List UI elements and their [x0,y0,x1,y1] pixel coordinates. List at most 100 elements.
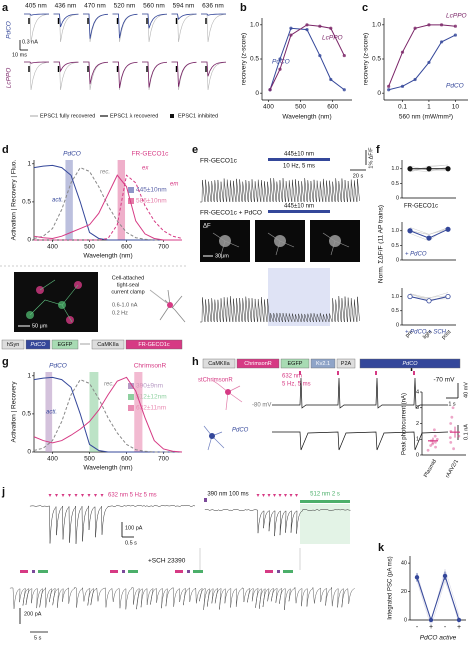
y-axis-label: recovery (z-score) [241,33,248,85]
x-tick-label: + [429,624,433,631]
stim-marker [375,371,377,375]
scale-label: 1 s [448,401,456,407]
cell-point [449,441,453,444]
stim-bar [268,158,330,161]
mean-point [407,293,413,300]
stim-marker [262,494,265,497]
stim-bar [300,500,350,503]
stim-marker [337,371,339,375]
stim-bar [283,570,293,573]
data-point [427,23,431,27]
x-tick-label: 400 [263,104,274,111]
stim-bar [20,570,28,573]
scale-label: 0.1 nA [463,424,469,440]
epsc-full [112,61,138,91]
scale-label: 40 mV [463,382,469,398]
band-label: 390±9nm [136,383,163,390]
series-label: LcPPO [322,35,343,42]
stim-marker [299,371,301,375]
epsc-recovered [201,61,227,77]
stim-marker [413,371,415,375]
stim-marker [68,494,71,497]
stim-marker [284,494,287,497]
data-point [439,40,444,44]
data-point [305,23,309,27]
panel-letter: f [376,144,380,156]
curve [388,24,456,87]
stim-marker [74,494,78,497]
mean-point [428,617,434,623]
scale-label: 1% ΔF/F [368,147,374,169]
construct-label: Kv2.1 [316,361,330,367]
band-swatch [128,405,134,411]
data-point [413,77,417,82]
recording-text: current clamp [111,289,144,295]
row-label: LcPPO [6,68,13,89]
cell-point [449,422,453,425]
stim-label: 512 nm 2 s [310,492,340,498]
series-label: rec. [104,382,114,388]
data-point [400,50,405,54]
y-axis-label: recovery (z-score) [363,33,370,85]
construct-box [125,339,183,350]
epsc-full [24,13,50,43]
stim-bar [268,210,330,213]
band-label: 445±10nm [136,187,167,194]
y-tick-label: 20 [401,589,407,595]
wavelength-header: 436 nm [55,3,77,10]
stim-marker [295,494,298,497]
title: ChrimsonR [134,363,167,370]
fluorescence-trace [200,296,360,323]
y-tick-label: 1.0 [372,22,381,29]
stim-marker [267,494,271,497]
scale-label: 0.3 nA [22,39,38,45]
cell-point [426,448,430,452]
pipette [149,289,168,304]
panel-letter: d [2,144,9,156]
stim-marker [87,494,91,497]
panel-letter: k [378,542,385,554]
y-axis-label: Activation | Recovery [11,381,18,443]
epsc-recovered [112,13,138,39]
mean-point [407,228,413,234]
panel-letter: e [192,144,198,156]
y-tick-label: 0.5 [391,243,399,249]
y-axis-label: Integrated PSC (pA ms) [388,556,394,619]
mean-point [456,617,462,623]
y-tick-label: 0.5 [22,199,31,206]
stim-label: 445±10 nm [284,152,314,158]
current-trace [204,509,351,537]
x-tick-label: 600 [121,456,132,463]
data-point [289,26,293,30]
x-axis-label: Wavelength (nm) [83,465,132,472]
stim-marker [204,498,207,502]
stim-marker [55,494,58,497]
epsc-recovered [142,13,168,29]
x-axis-label: Wavelength (nm) [83,253,132,260]
mean-point [442,573,448,579]
data-point [427,60,431,65]
spectrum [33,166,182,241]
x-axis-label: Wavelength (nm) [282,114,331,121]
individual-trace [409,292,449,299]
fluorescence-trace [200,178,360,203]
y-tick-label: 0 [27,449,31,456]
series-label: ex [142,166,149,172]
data-point [329,77,333,82]
title: FR-GECO1c [132,151,170,158]
y-tick-label: 0 [416,452,419,458]
panel-letter: g [2,356,9,368]
holding-label: -80 mV [252,403,271,409]
x-tick-label: 500 [84,244,95,251]
spectrum [33,174,182,241]
mean-point [414,575,420,580]
stim-marker [289,494,293,497]
series-label: PdCO [272,59,290,66]
panel-letter: h [192,356,199,368]
construct-label: CaMKIIa [208,361,230,367]
x-tick-label: pre [405,329,415,339]
x-tick-label: - [444,624,447,631]
construct-label: PdCO [403,361,419,367]
y-tick-label: 40 [401,561,407,567]
